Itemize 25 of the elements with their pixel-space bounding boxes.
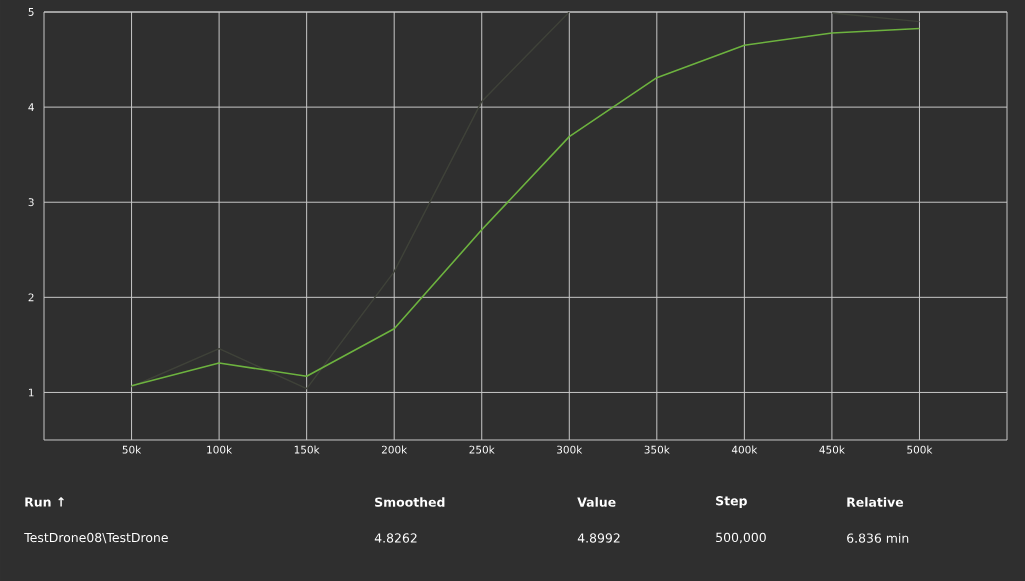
y-tick-label: 3 [28, 198, 34, 207]
x-tick-label: 500k [907, 445, 933, 454]
text: 6.836 min [847, 533, 909, 543]
text: Smoothed [375, 497, 445, 507]
y-tick-label: 5 [28, 8, 34, 16]
x-tick-label: 200k [381, 445, 408, 454]
y-tick-label: 1 [28, 388, 34, 397]
x-tick-label: 150k [294, 445, 320, 454]
y-tick-label: 2 [28, 293, 34, 302]
x-tick-label: 100k [207, 445, 233, 454]
text: 4.8262 [374, 533, 417, 543]
x-tick-label: 400k [731, 445, 758, 454]
text: 4.8992 [577, 533, 620, 543]
x-tick-label: 250k [469, 445, 495, 454]
x-tick-label: 350k [644, 445, 670, 454]
text: Step [716, 496, 747, 508]
x-tick-label: 300k [557, 445, 583, 454]
x-tick-label: 450k [819, 445, 845, 454]
text: Relative [847, 497, 904, 507]
y-tick-label: 4 [28, 103, 34, 111]
text: TestDrone08\TestDrone [24, 532, 168, 544]
text: 500,000 [716, 532, 766, 544]
text: Run ↑ [25, 497, 64, 507]
text: Value [577, 497, 616, 507]
x-tick-label: 50k [122, 445, 142, 454]
